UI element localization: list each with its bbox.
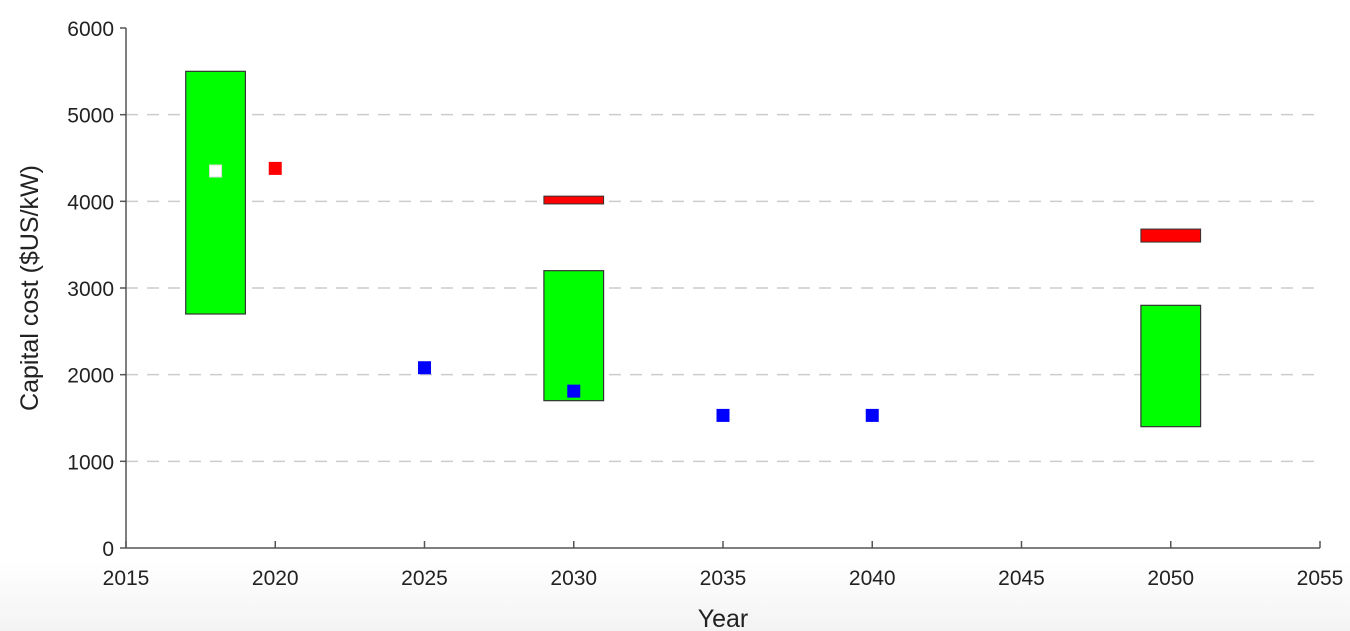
x-tick-label: 2030 xyxy=(550,567,597,590)
data-marker xyxy=(418,361,431,375)
y-tick-label: 4000 xyxy=(67,191,114,214)
axis-ticks: 0 1000 2000 3000 4000 5000 6000 2015 2020 2025 203… xyxy=(67,18,1343,590)
x-tick-label: 2020 xyxy=(252,567,299,590)
y-tick-label: 6000 xyxy=(67,18,114,41)
x-tick-label: 2015 xyxy=(103,567,150,590)
range-box xyxy=(1140,304,1202,428)
x-tick-label: 2055 xyxy=(1297,567,1344,590)
range-box xyxy=(543,270,605,402)
y-tick-label: 5000 xyxy=(67,105,114,128)
data-marker xyxy=(865,408,879,422)
y-tick-label: 3000 xyxy=(67,278,114,301)
data-marker xyxy=(268,161,282,175)
red-range-bar xyxy=(1140,228,1202,243)
data-marker xyxy=(567,384,581,398)
x-tick-label: 2045 xyxy=(998,567,1045,590)
range-box xyxy=(185,70,246,315)
markers xyxy=(209,161,879,422)
y-tick-label: 0 xyxy=(102,538,114,561)
data-marker xyxy=(716,408,730,422)
x-tick-label: 2050 xyxy=(1147,567,1194,590)
red-range-bar xyxy=(543,195,605,205)
data-marker xyxy=(209,164,223,178)
x-axis-title: Year xyxy=(698,605,749,631)
x-tick-label: 2040 xyxy=(849,567,896,590)
grid-lines xyxy=(126,113,1320,463)
y-tick-label: 1000 xyxy=(67,451,114,474)
x-tick-label: 2025 xyxy=(401,567,448,590)
range-boxes xyxy=(185,70,1202,428)
x-tick-label: 2035 xyxy=(700,567,747,590)
y-tick-label: 2000 xyxy=(67,365,114,388)
y-axis-title: Capital cost ($US/kW) xyxy=(16,165,44,411)
